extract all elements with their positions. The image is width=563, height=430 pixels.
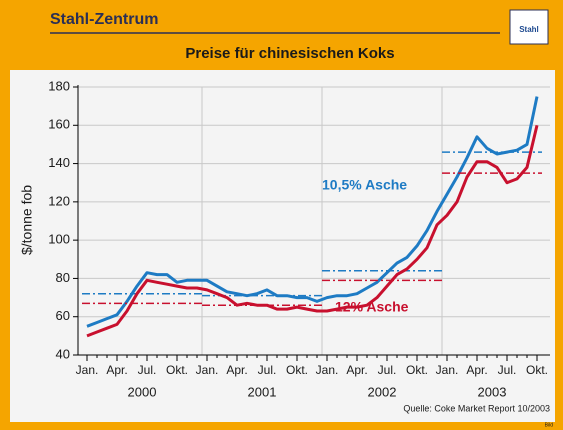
x-tick-label: Jan. [316,363,339,377]
y-tick-label: 60 [56,308,70,323]
y-tick-label: 40 [56,346,70,361]
x-tick-label: Apr. [346,363,367,377]
series-annotation: 12% Asche [335,299,409,315]
x-tick-label: Okt. [406,363,428,377]
logo: Stahl [519,25,539,34]
header: Stahl-Zentrum [50,11,158,28]
x-tick-label: Jan. [76,363,99,377]
y-tick-label: 120 [48,193,70,208]
year-label: 2003 [478,384,507,399]
y-tick-label: 160 [48,117,70,132]
y-tick-label: 140 [48,155,70,170]
source: Quelle: Coke Market Report 10/2003 [403,403,550,413]
x-tick-label: Okt. [286,363,308,377]
chart-title: Preise für chinesischen Koks [185,45,394,62]
x-tick-label: Jan. [196,363,219,377]
year-label: 2001 [248,384,277,399]
series-line [86,124,539,338]
y-tick-label: 100 [48,232,70,247]
x-tick-label: Jan. [436,363,459,377]
series-annotation: 10,5% Asche [322,177,407,193]
year-label: 2000 [128,384,157,399]
year-label: 2002 [368,384,397,399]
x-tick-label: Apr. [106,363,127,377]
x-tick-label: Apr. [226,363,247,377]
x-tick-label: Jul. [138,363,157,377]
series-line [86,96,539,328]
y-tick-label: 80 [56,270,70,285]
logo-box [509,9,549,45]
y-tick-label: 180 [48,78,70,93]
plot-panel [10,70,555,422]
x-tick-label: Jul. [378,363,397,377]
y-axis-label: $/tonne fob [19,185,35,255]
corner-note: Bild [545,422,554,428]
x-tick-label: Jul. [258,363,277,377]
x-tick-label: Jul. [498,363,517,377]
x-tick-label: Okt. [526,363,548,377]
x-tick-label: Okt. [166,363,188,377]
x-tick-label: Apr. [466,363,487,377]
